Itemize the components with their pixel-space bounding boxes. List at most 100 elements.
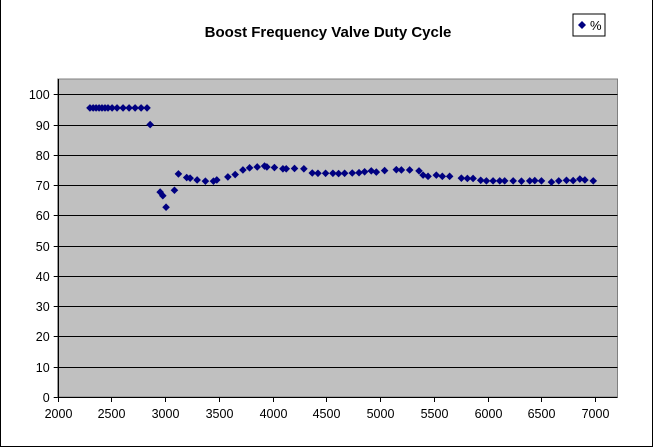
y-tick-label: 20: [36, 330, 50, 344]
data-point: [290, 164, 299, 173]
data-point: [239, 166, 247, 174]
data-point: [174, 170, 183, 178]
data-point: [562, 176, 571, 185]
data-point: [463, 174, 472, 183]
data-point: [495, 177, 504, 185]
x-tick-label: 4000: [260, 407, 288, 421]
y-axis: 0 10 20 30 40 50 60 70 80 90 100: [29, 79, 59, 405]
legend-diamond-icon: [578, 21, 586, 29]
data-point: [131, 104, 139, 112]
y-tick-label: 80: [36, 149, 50, 163]
data-point: [415, 167, 423, 175]
data-point: [245, 164, 254, 172]
data-point: [509, 177, 517, 185]
data-point: [569, 176, 577, 185]
legend-label: %: [590, 18, 602, 33]
data-point: [424, 172, 432, 181]
data-point: [360, 167, 369, 176]
data-point: [367, 167, 376, 175]
data-point: [525, 177, 534, 185]
data-point: [380, 166, 389, 175]
x-tick-label: 3000: [152, 407, 180, 421]
data-point: [554, 177, 563, 185]
data-point: [193, 176, 201, 184]
y-tick-label: 60: [36, 209, 50, 223]
data-point: [186, 174, 194, 182]
y-tick-label: 100: [29, 88, 50, 102]
data-point: [392, 165, 401, 174]
data-point: [201, 177, 210, 185]
x-tick-label: 7000: [582, 407, 610, 421]
data-point: [469, 174, 477, 183]
x-tick-label: 2500: [98, 407, 126, 421]
data-point: [500, 177, 509, 185]
data-point: [348, 169, 357, 177]
x-tick-label: 3500: [206, 407, 234, 421]
data-point: [355, 168, 363, 177]
data-point: [113, 104, 121, 112]
legend: %: [572, 13, 606, 37]
chart-title: Boost Frequency Valve Duty Cycle: [205, 24, 452, 41]
data-point: [253, 163, 262, 171]
data-point: [159, 191, 167, 200]
data-point: [397, 166, 406, 174]
x-tick-label: 5500: [421, 407, 449, 421]
y-tick-label: 10: [36, 361, 50, 375]
data-point: [119, 104, 127, 112]
x-tick-label: 6000: [475, 407, 503, 421]
data-point: [482, 177, 491, 185]
data-point: [581, 176, 589, 184]
y-tick-label: 50: [36, 240, 50, 254]
x-axis: 2000 2500 3000 3500 4000 4500 5000 5500 6000 6500…: [45, 397, 618, 421]
gridlines: [57, 94, 618, 368]
data-point: [476, 176, 485, 185]
data-point: [321, 169, 330, 178]
data-point: [457, 174, 466, 182]
data-point: [438, 172, 447, 181]
data-point: [143, 104, 151, 112]
x-tick-label: 2000: [45, 407, 73, 421]
data-point: [308, 169, 317, 177]
data-point: [146, 120, 154, 129]
data-point: [405, 166, 414, 174]
data-point: [156, 188, 164, 196]
data-point: [162, 203, 170, 212]
data-point: [419, 171, 427, 179]
data-point: [530, 176, 539, 185]
data-point: [170, 186, 179, 195]
data-point: [372, 168, 381, 176]
data-point: [125, 104, 133, 112]
data-point: [329, 169, 337, 178]
data-point: [517, 177, 526, 185]
y-tick-label: 30: [36, 300, 50, 314]
data-point: [547, 178, 556, 186]
x-tick-label: 6500: [528, 407, 556, 421]
data-point: [108, 104, 116, 112]
data-point: [270, 163, 279, 172]
data-point: [300, 164, 308, 173]
y-tick-label: 0: [43, 391, 50, 405]
data-point: [432, 171, 441, 179]
data-point: [263, 163, 271, 171]
data-point: [137, 104, 145, 112]
data-point: [224, 173, 232, 181]
x-tick-label: 4500: [313, 407, 341, 421]
data-point: [213, 176, 221, 184]
data-point: [334, 169, 343, 178]
data-point: [104, 104, 112, 112]
data-point: [314, 169, 322, 178]
plot-area: [57, 78, 618, 398]
data-point: [231, 170, 239, 179]
legend-box: [572, 13, 606, 37]
y-tick-label: 40: [36, 270, 50, 284]
series-points: [86, 104, 598, 212]
y-tick-label: 70: [36, 179, 50, 193]
data-point: [489, 177, 497, 185]
data-point: [340, 169, 349, 178]
data-point: [282, 164, 291, 173]
data-point: [589, 177, 598, 185]
data-point: [182, 173, 191, 182]
y-tick-label: 90: [36, 119, 50, 133]
